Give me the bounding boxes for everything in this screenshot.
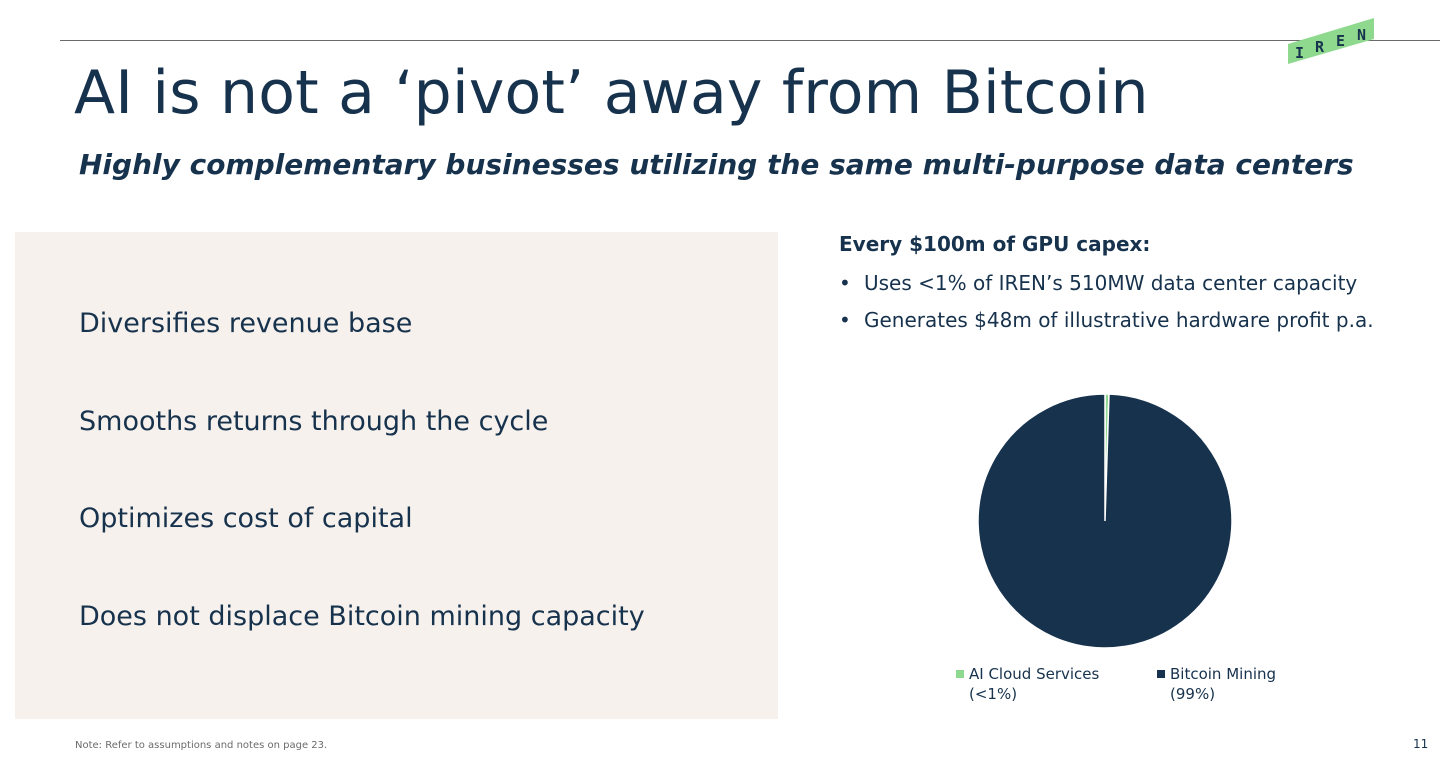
footnote: Note: Refer to assumptions and notes on … bbox=[75, 740, 328, 751]
capex-heading: Every $100m of GPU capex: bbox=[839, 232, 1151, 256]
logo-letter-r: R bbox=[1315, 38, 1325, 56]
bullet-dot: • bbox=[839, 271, 851, 295]
benefit-smooths-returns: Smooths returns through the cycle bbox=[79, 406, 549, 437]
capex-bullet: • Generates $48m of illustrative hardwar… bbox=[839, 305, 1374, 342]
legend-swatch-ai-cloud bbox=[956, 670, 964, 678]
page-number: 11 bbox=[1413, 737, 1429, 751]
capex-bullet-list: • Uses <1% of IREN’s 510MW data center c… bbox=[839, 268, 1374, 342]
capex-bullet-text: Uses <1% of IREN’s 510MW data center cap… bbox=[864, 271, 1358, 295]
pie-svg bbox=[977, 393, 1233, 649]
legend-item-ai-cloud: AI Cloud Services (<1%) bbox=[956, 664, 1099, 704]
benefit-optimizes-capital: Optimizes cost of capital bbox=[79, 503, 413, 534]
legend-value-ai-cloud: (<1%) bbox=[969, 685, 1018, 703]
logo-letter-n: N bbox=[1357, 26, 1366, 44]
legend-label-bitcoin: Bitcoin Mining bbox=[1170, 665, 1277, 683]
legend-item-bitcoin: Bitcoin Mining (99%) bbox=[1157, 664, 1276, 704]
logo-letter-e: E bbox=[1336, 32, 1345, 50]
pie-slice-bitcoin-mining bbox=[977, 393, 1233, 649]
capex-bullet: • Uses <1% of IREN’s 510MW data center c… bbox=[839, 268, 1374, 305]
capacity-pie-chart bbox=[975, 391, 1235, 651]
slide-title: AI is not a ‘pivot’ away from Bitcoin bbox=[74, 58, 1149, 128]
benefit-no-displacement: Does not displace Bitcoin mining capacit… bbox=[79, 601, 645, 632]
slide-subtitle: Highly complementary businesses utilizin… bbox=[79, 148, 1354, 181]
iren-logo-graphic: I R E N bbox=[1288, 18, 1374, 64]
capex-bullet-text: Generates $48m of illustrative hardware … bbox=[864, 308, 1374, 332]
legend-swatch-bitcoin bbox=[1157, 670, 1165, 678]
logo-letter-i: I bbox=[1295, 44, 1304, 62]
bullet-dot: • bbox=[839, 308, 851, 332]
benefit-diversifies-revenue: Diversifies revenue base bbox=[79, 308, 413, 339]
header-rule bbox=[60, 40, 1440, 41]
benefits-panel: Diversifies revenue base Smooths returns… bbox=[15, 232, 778, 719]
iren-logo: I R E N bbox=[1286, 16, 1378, 66]
legend-value-bitcoin: (99%) bbox=[1170, 685, 1216, 703]
legend-label-ai-cloud: AI Cloud Services bbox=[969, 665, 1100, 683]
